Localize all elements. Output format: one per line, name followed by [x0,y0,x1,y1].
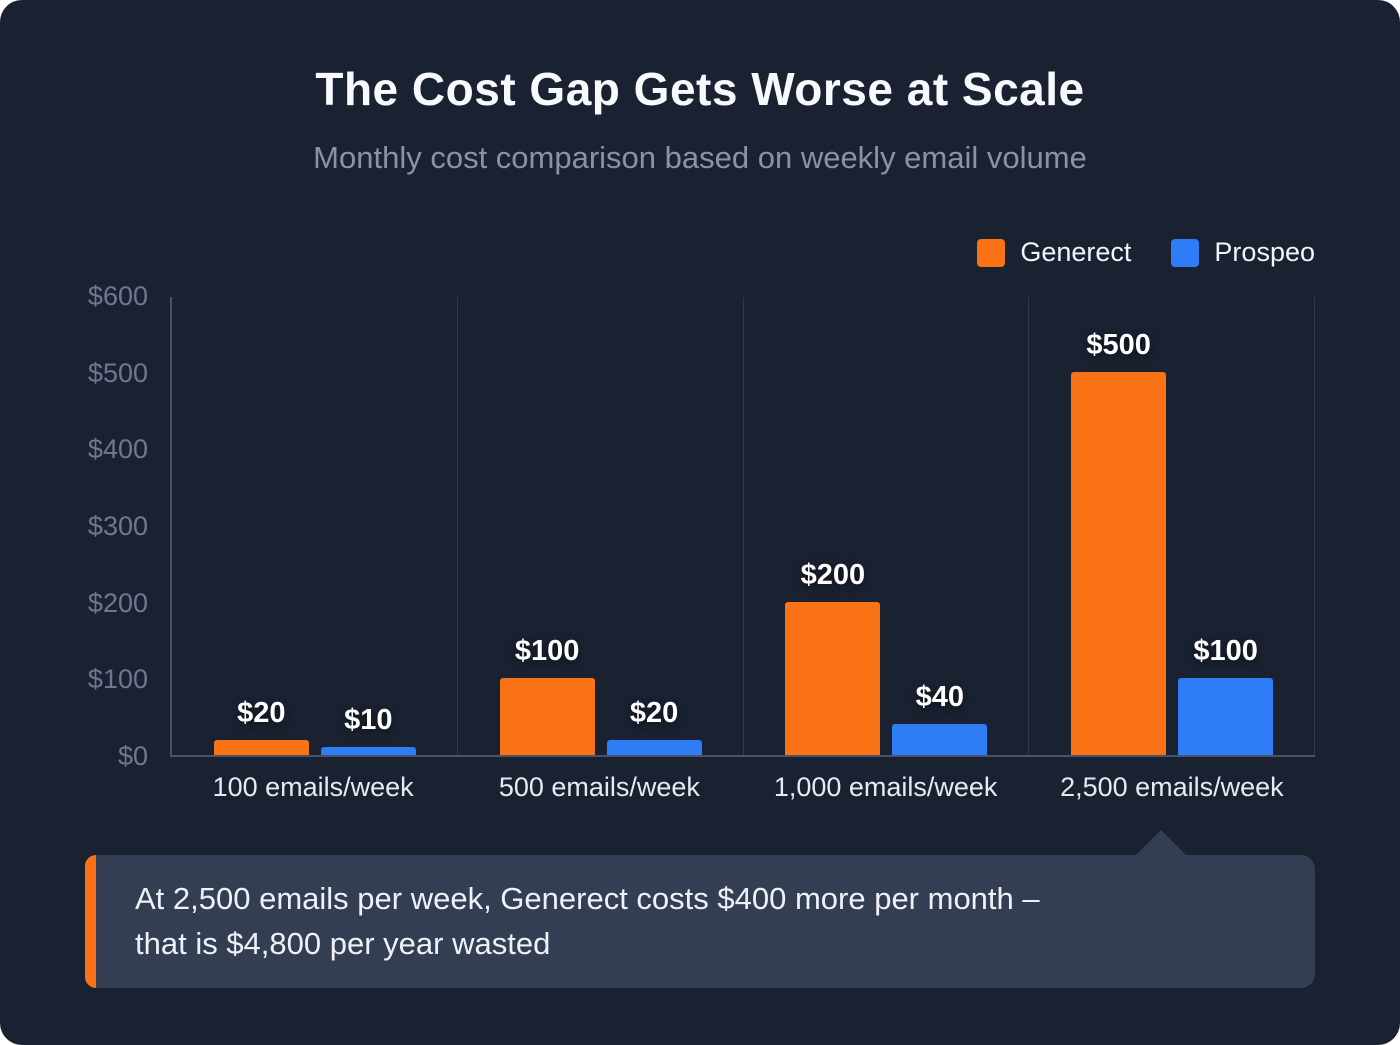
y-axis-label: $600 [87,281,148,311]
legend: Generect Prospeo [977,237,1315,268]
grid-separator [1314,297,1315,755]
bar-value-label: $40 [915,681,965,714]
grid-separator [456,297,458,755]
page-title: The Cost Gap Gets Worse at Scale [315,63,1085,115]
y-axis-label: $200 [87,587,148,618]
bar-value-label: $100 [514,635,580,668]
legend-label: Generect [1020,237,1132,267]
bar-column-prospeo: $10 [320,704,416,755]
y-axis-label: $400 [87,434,148,465]
x-axis-label: 1,000 emails/week [773,772,998,802]
callout-line-1: At 2,500 emails per week, Generect costs… [135,881,1040,917]
bar-column-generect: $200 [785,558,881,755]
x-axis: 100 emails/week 500 emails/week 1,000 emai… [170,772,1315,803]
y-axis-label: $100 [87,664,148,695]
grid-separator [742,297,744,755]
bar-prospeo [1178,678,1274,755]
legend-item-generect: Generect [977,237,1131,268]
bar-value-label: $200 [800,558,866,591]
callout-line-2: that is $4,800 per year wasted [135,925,551,961]
bar-generect [785,601,881,755]
bar-group: $200 $40 [744,559,1030,755]
legend-swatch [977,238,1006,267]
callout: At 2,500 emails per week, Generect costs… [85,855,1315,988]
bar-group: $100 $20 [458,635,744,755]
bar-group: $500 $100 [1029,329,1315,755]
bar-group: $20 $10 [172,697,458,755]
bar-value-label: $10 [344,704,393,737]
legend-label: Prospeo [1214,237,1315,267]
bar-value-label: $500 [1086,328,1151,361]
plot-area: $20 $10 $100 $20 $200 $40 $500 $100 [170,297,1315,757]
bar-generect [499,678,595,755]
bar-column-generect: $100 [499,635,595,755]
y-axis-label: $500 [87,357,148,388]
legend-swatch [1171,238,1200,267]
bar-value-label: $100 [1193,635,1258,668]
bar-column-prospeo: $40 [892,681,988,755]
bar-generect [1071,371,1167,755]
y-axis-label: $300 [87,511,148,541]
callout-accent-bar [85,855,96,988]
bar-generect [213,739,309,755]
grid-separator [1028,297,1030,755]
bar-prospeo [606,739,702,755]
bar-value-label: $20 [237,696,286,729]
page-subtitle: Monthly cost comparison based on weekly … [313,140,1087,175]
bar-column-generect: $500 [1071,328,1167,755]
x-axis-label: 100 emails/week [212,772,414,802]
x-axis-label: 2,500 emails/week [1060,772,1284,802]
bar-groups: $20 $10 $100 $20 $200 $40 $500 $100 [172,297,1315,755]
y-axis-label: $0 [117,741,148,771]
legend-item-prospeo: Prospeo [1171,237,1315,268]
x-axis-label: 500 emails/week [498,772,700,802]
callout-pointer-icon [1134,830,1188,857]
bar-prospeo [892,724,988,755]
bar-column-generect: $20 [213,696,309,755]
bar-column-prospeo: $20 [606,696,702,755]
bar-column-prospeo: $100 [1178,635,1274,755]
bar-prospeo [320,747,416,755]
bar-value-label: $20 [629,696,679,729]
callout-text: At 2,500 emails per week, Generect costs… [85,877,1100,965]
